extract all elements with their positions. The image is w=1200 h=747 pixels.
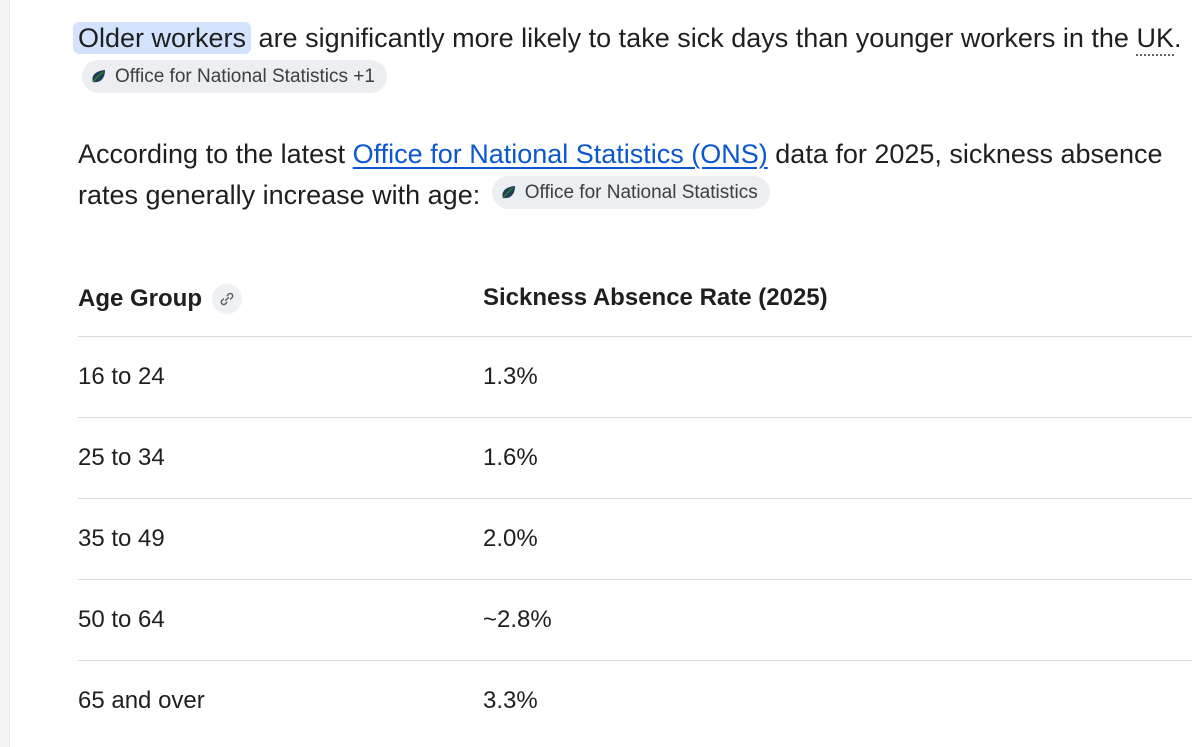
absence-rate-cell: 3.3% — [483, 686, 538, 714]
intro-paragraph: Older workers are significantly more lik… — [73, 18, 1192, 100]
ons-leaf-icon — [500, 184, 517, 201]
absence-rate-cell: 1.6% — [483, 417, 1192, 499]
response-content: Older workers are significantly more lik… — [73, 18, 1192, 741]
age-group-cell: 65 and over — [78, 686, 205, 714]
sickness-absence-table: Age Group Sickness Absenc — [78, 268, 1192, 741]
highlighted-term[interactable]: Older workers — [73, 22, 252, 54]
header-absence-rate: Sickness Absence Rate (2025) — [483, 268, 1192, 337]
absence-rate-cell: 1.3% — [483, 336, 1192, 418]
source-chip-ons[interactable]: Office for National Statistics — [491, 176, 770, 209]
ons-link[interactable]: Office for National Statistics (ONS) — [352, 139, 768, 169]
table-row: 65 and over 3.3% — [78, 660, 1192, 741]
data-text-start: According to the latest — [78, 139, 353, 169]
age-group-cell: 16 to 24 — [78, 336, 483, 418]
link-icon[interactable] — [212, 284, 242, 314]
age-group-cell: 35 to 49 — [78, 498, 483, 580]
period: . — [1173, 23, 1182, 53]
absence-rate-cell: 2.0% — [483, 498, 1192, 580]
uk-term[interactable]: UK — [1136, 23, 1174, 56]
table-header-row: Age Group Sickness Absenc — [78, 268, 1192, 337]
intro-text: are significantly more likely to take si… — [251, 23, 1137, 53]
source-chip-ons-plus[interactable]: Office for National Statistics +1 — [82, 60, 387, 93]
absence-rate-cell: ~2.8% — [483, 579, 1192, 661]
data-text-end: data for 2025, sickness absence rates ge… — [78, 139, 1163, 210]
age-group-cell: 50 to 64 — [78, 579, 483, 661]
source-chip-label: Office for National Statistics — [524, 182, 758, 203]
age-group-cell: 25 to 34 — [78, 417, 483, 499]
header-age-group-label: Age Group — [78, 285, 202, 312]
data-paragraph: According to the latest Office for Natio… — [78, 134, 1192, 216]
table-row: 25 to 34 1.6% — [78, 417, 1192, 499]
table-row: 16 to 24 1.3% — [78, 336, 1192, 418]
table-row: 50 to 64 ~2.8% — [78, 579, 1192, 661]
left-panel-edge — [0, 0, 10, 747]
header-age-group: Age Group — [78, 268, 483, 337]
table-row: 35 to 49 2.0% — [78, 498, 1192, 580]
ons-leaf-icon — [90, 68, 107, 85]
source-chip-label: Office for National Statistics +1 — [115, 66, 375, 87]
